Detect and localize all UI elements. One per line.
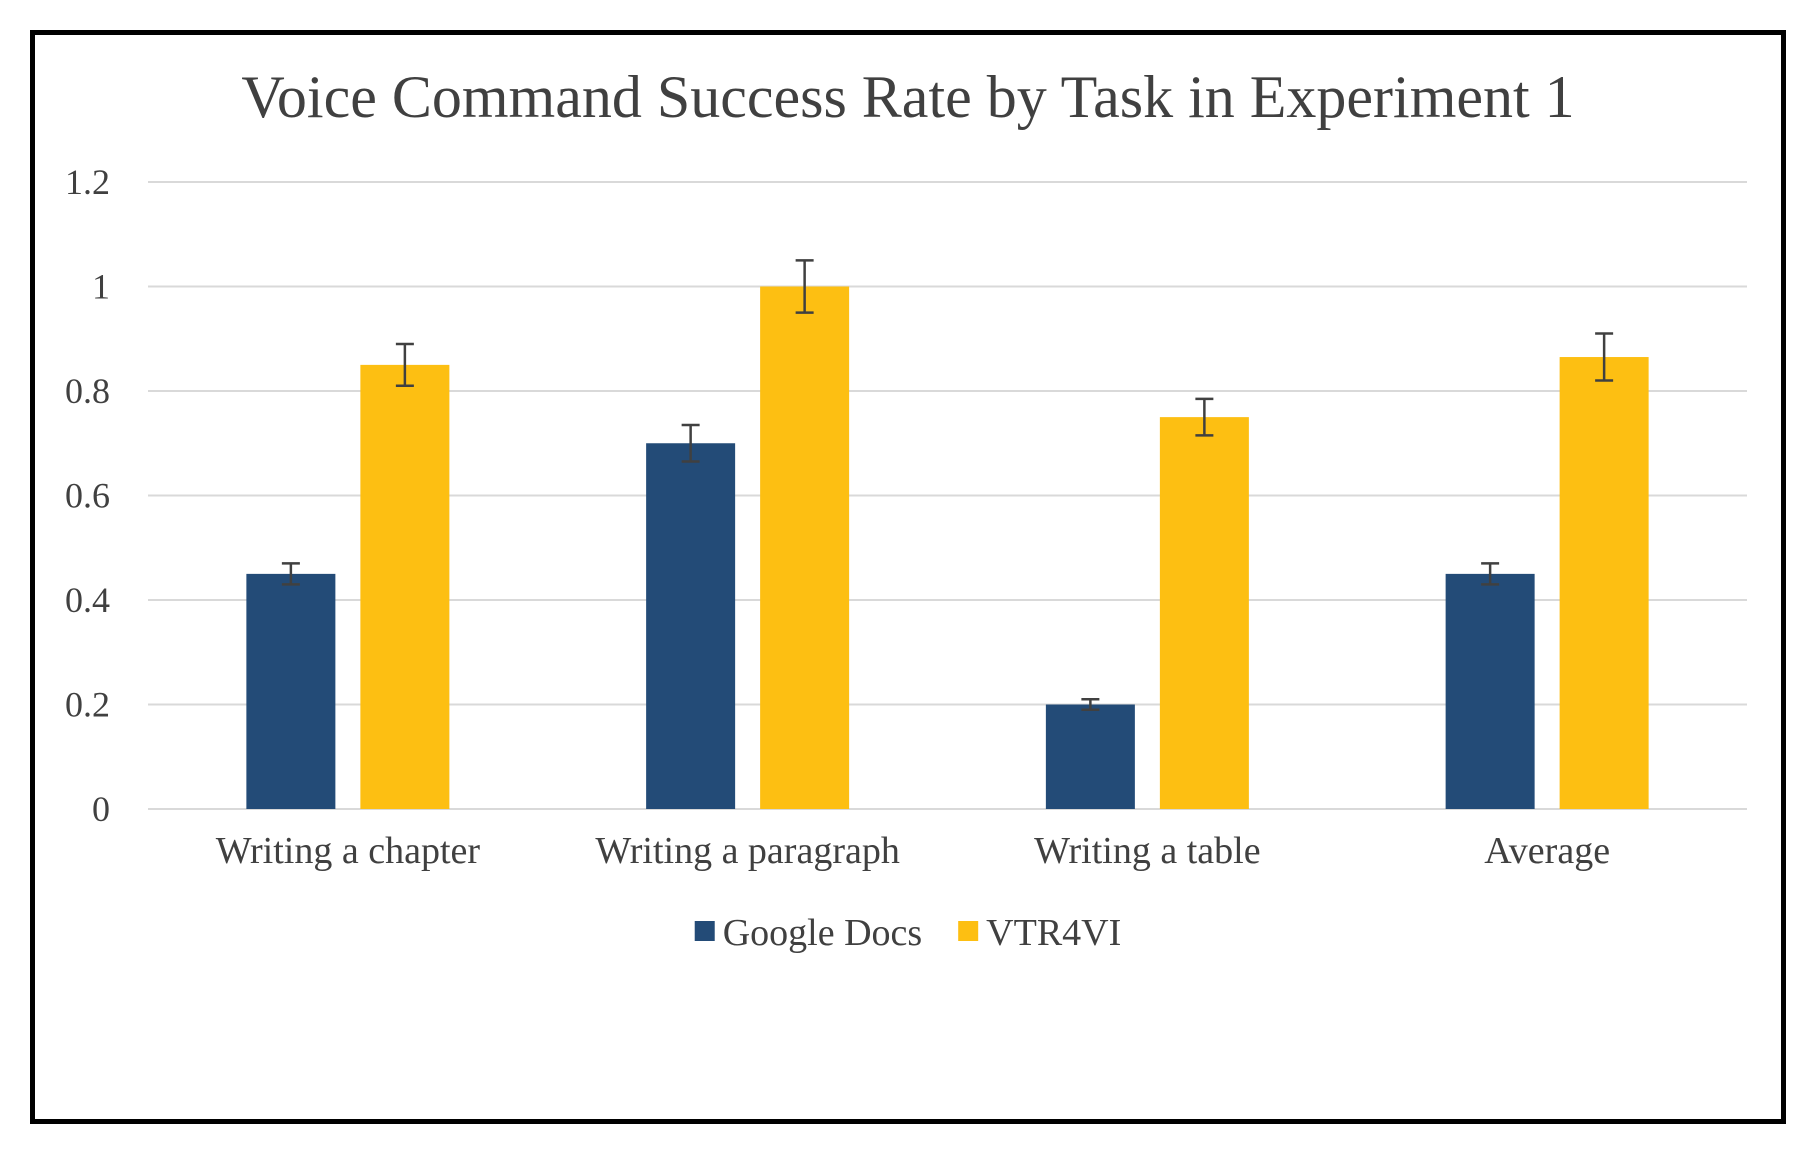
legend-item-vtr4vi: VTR4VI bbox=[958, 912, 1121, 954]
x-category-label: Writing a table bbox=[1034, 830, 1260, 872]
error-bar-vtr4vi-2 bbox=[1195, 397, 1214, 437]
y-tick-label: 0.4 bbox=[65, 580, 110, 620]
error-bar-google-docs-1 bbox=[681, 423, 700, 463]
chart-frame: Voice Command Success Rate by Task in Ex… bbox=[30, 30, 1786, 1124]
chart-title: Voice Command Success Rate by Task in Ex… bbox=[241, 64, 1574, 130]
y-tick-label: 0.6 bbox=[65, 476, 110, 516]
legend-label: Google Docs bbox=[723, 912, 922, 954]
error-bar-vtr4vi-0 bbox=[395, 342, 414, 388]
y-tick-label: 0.8 bbox=[65, 371, 110, 411]
legend-label: VTR4VI bbox=[986, 912, 1121, 954]
error-bar-vtr4vi-1 bbox=[795, 259, 814, 314]
chart-canvas: Voice Command Success Rate by Task in Ex… bbox=[65, 64, 1747, 954]
bar-google-docs-0 bbox=[246, 573, 336, 809]
y-tick-label: 0 bbox=[92, 789, 110, 829]
error-bar-google-docs-3 bbox=[1481, 562, 1500, 586]
x-category-label: Writing a chapter bbox=[216, 830, 481, 872]
bar-google-docs-3 bbox=[1445, 573, 1535, 809]
y-tick-label: 0.2 bbox=[65, 685, 110, 725]
y-tick-label: 1 bbox=[92, 267, 110, 307]
bar-vtr4vi-3 bbox=[1559, 357, 1649, 809]
bar-google-docs-2 bbox=[1045, 704, 1135, 809]
bars bbox=[246, 286, 1649, 809]
bar-google-docs-1 bbox=[646, 443, 736, 809]
bar-vtr4vi-1 bbox=[760, 286, 850, 809]
bar-vtr4vi-2 bbox=[1159, 417, 1249, 809]
x-category-label: Writing a paragraph bbox=[595, 830, 899, 872]
y-tick-label: 1.2 bbox=[65, 162, 110, 202]
error-bar-google-docs-0 bbox=[281, 562, 300, 586]
error-bars bbox=[281, 259, 1614, 711]
legend-item-google-docs: Google Docs bbox=[694, 912, 922, 954]
legend-swatch bbox=[958, 921, 979, 941]
x-category-label: Average bbox=[1484, 830, 1610, 872]
error-bar-vtr4vi-3 bbox=[1595, 332, 1614, 382]
x-axis-category-labels: Writing a chapter Writing a paragraph Writ… bbox=[216, 830, 1610, 872]
error-bar-google-docs-2 bbox=[1081, 698, 1100, 711]
legend-swatch bbox=[694, 921, 715, 941]
legend: Google Docs VTR4VI bbox=[694, 912, 1121, 954]
y-axis-tick-labels: 0 0.2 0.4 0.6 0.8 1 1.2 bbox=[65, 162, 110, 829]
bar-vtr4vi-0 bbox=[360, 364, 450, 809]
